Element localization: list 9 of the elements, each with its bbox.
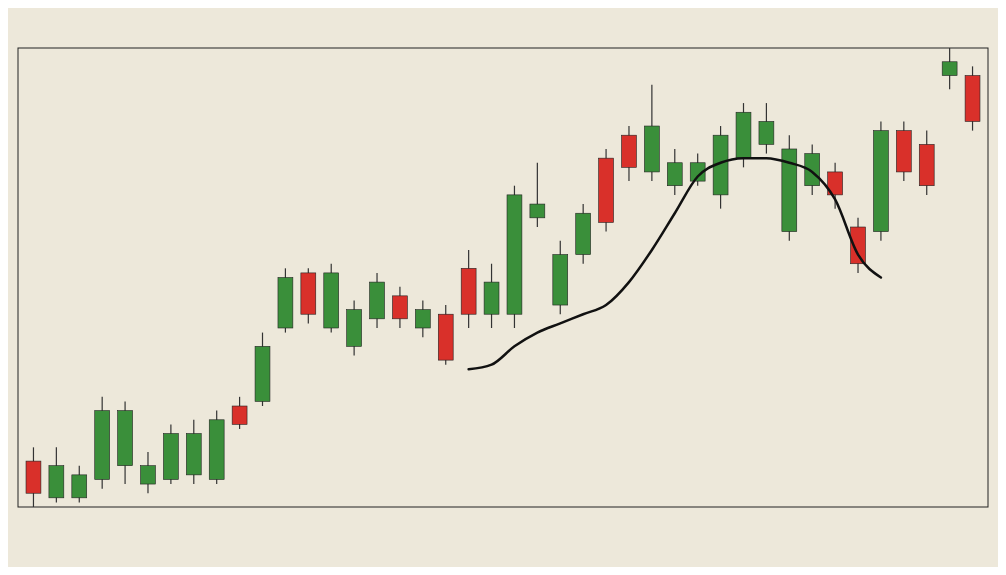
candlestick — [415, 299, 431, 338]
candlestick — [392, 286, 408, 329]
candlestick — [140, 451, 156, 494]
candlestick — [758, 102, 775, 155]
candlestick — [667, 148, 683, 196]
candlestick — [529, 162, 546, 228]
candlestick — [231, 396, 248, 430]
candlestick — [71, 465, 88, 504]
candlestick — [827, 162, 843, 210]
